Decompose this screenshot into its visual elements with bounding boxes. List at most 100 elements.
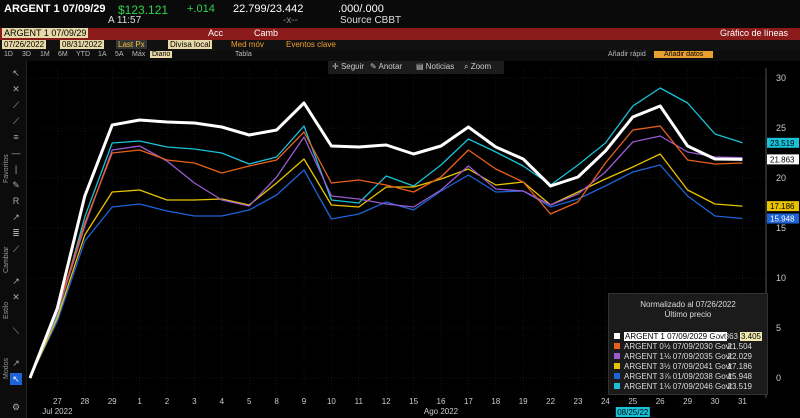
quick-add-input[interactable]: Añadir datos bbox=[654, 51, 714, 58]
moving-avg-button[interactable]: Med móv bbox=[231, 40, 264, 49]
key-events-button[interactable]: Eventos clave bbox=[286, 40, 336, 49]
legend-item[interactable]: ARGENT 3½ 07/09/2041 Govt 17.186 bbox=[614, 362, 764, 371]
horizontal-line-icon[interactable]: ― bbox=[11, 148, 21, 158]
x-tick-label: 12 bbox=[382, 397, 391, 406]
last-value-tag bbox=[767, 154, 799, 165]
last-value-text: 23.519 bbox=[770, 139, 795, 148]
start-date-field[interactable]: 07/26/2022 bbox=[2, 40, 47, 49]
x-tick-label: 24 bbox=[601, 397, 610, 406]
table-button[interactable]: Tabla bbox=[235, 51, 252, 58]
x-tick-label: 30 bbox=[711, 397, 720, 406]
channel-icon[interactable]: ≡ bbox=[13, 132, 19, 142]
legend-subtitle: Último precio bbox=[664, 310, 712, 319]
x-tick-label: 26 bbox=[656, 397, 665, 406]
legend-label: ARGENT 3⅞ 01/09/2038 Govt bbox=[624, 372, 732, 381]
legend-swatch bbox=[614, 383, 620, 389]
x-month-label: Jul 2022 bbox=[42, 407, 73, 416]
legend-title: Normalizado al 07/26/2022 bbox=[640, 300, 736, 309]
period-max[interactable]: Máx bbox=[132, 51, 146, 58]
vertical-line-icon[interactable]: | bbox=[14, 164, 18, 174]
pencil-icon[interactable]: ✎ bbox=[12, 180, 20, 190]
x-tick-label: 2 bbox=[165, 397, 170, 406]
legend-item[interactable]: ARGENT 0½ 07/09/2030 Govt 21.504 bbox=[614, 342, 764, 351]
series-lines bbox=[28, 87, 743, 379]
legend[interactable]: Normalizado al 07/26/2022 Último precio … bbox=[608, 293, 768, 395]
last-value-tag bbox=[767, 213, 799, 224]
grid bbox=[28, 68, 766, 398]
series-line-6 bbox=[29, 87, 743, 379]
news-button[interactable]: ▤ Noticias bbox=[416, 62, 455, 71]
eraser-icon[interactable]: ✕ bbox=[12, 292, 20, 302]
legend-swatch bbox=[614, 333, 620, 339]
legend-value: 21.504 bbox=[727, 342, 752, 351]
x-tick-label: 19 bbox=[519, 397, 528, 406]
magnet-icon[interactable]: ↗ bbox=[12, 276, 20, 286]
field-select[interactable]: Last Px bbox=[116, 40, 147, 49]
quote-time: A 11:57 bbox=[108, 15, 142, 26]
y-tick-label: 30 bbox=[776, 73, 786, 83]
settings-gear-icon[interactable]: ⚙ bbox=[11, 402, 21, 412]
actions-menu[interactable]: Acc bbox=[208, 28, 224, 38]
crosshair-icon[interactable]: ✕ bbox=[12, 84, 20, 94]
legend-extra: 3.405 bbox=[739, 332, 762, 341]
text-icon[interactable]: R bbox=[12, 196, 20, 206]
select-icon[interactable]: ↗ bbox=[12, 358, 20, 368]
period-5a[interactable]: 5A bbox=[115, 51, 124, 58]
period-6m[interactable]: 6M bbox=[58, 51, 68, 58]
drawing-sidebar: ↖ ✕ ⟋ ⟋ ≡ ― | ✎ R ↗ ≣ ⟋ ↗ ✕ ⟍ ↗ ↖ ⚙ Favo… bbox=[0, 61, 27, 418]
series-line-2 bbox=[29, 125, 743, 379]
change-menu[interactable]: Camb bbox=[254, 28, 279, 38]
legend-item[interactable]: ARGENT 1 07/09/2029 Govt 21.863 3.405 bbox=[614, 332, 764, 341]
x-tick-label: 22 bbox=[546, 397, 555, 406]
x-tick-label: 8 bbox=[274, 397, 279, 406]
legend-item[interactable]: ARGENT 1⅛ 07/09/2035 Govt 22.029 bbox=[614, 352, 764, 361]
day-range: 22.799/23.442 bbox=[233, 3, 304, 15]
legend-label: ARGENT 0½ 07/09/2030 Govt bbox=[624, 342, 732, 351]
annotate-button[interactable]: ✎ Anotar bbox=[370, 62, 403, 71]
line-style-icon[interactable]: ⟍ bbox=[12, 326, 20, 336]
period-1m[interactable]: 1M bbox=[40, 51, 50, 58]
legend-label: ARGENT 3½ 07/09/2041 Govt bbox=[624, 362, 732, 371]
trendline-icon[interactable]: ⟋ bbox=[12, 100, 20, 110]
last-value-text: 15.948 bbox=[770, 215, 795, 224]
x-tick-label: 16 bbox=[437, 397, 446, 406]
x-tick-label: 1 bbox=[137, 397, 142, 406]
security-field[interactable]: ARGENT 1 07/09/29 bbox=[2, 28, 89, 38]
quote-bar: ARGENT 1 07/09/29 $123.121 +.014 22.799/… bbox=[0, 0, 800, 28]
placeholder-text: -x-- bbox=[283, 15, 298, 26]
y-tick-label: 0 bbox=[776, 373, 781, 383]
ray-icon[interactable]: ⟋ bbox=[12, 116, 20, 126]
y-tick-label: 5 bbox=[776, 323, 781, 333]
fibonacci-icon[interactable]: ≣ bbox=[12, 228, 20, 238]
annotate-label: Anotar bbox=[378, 62, 403, 71]
period-1a[interactable]: 1A bbox=[98, 51, 107, 58]
legend-value: 15.948 bbox=[727, 372, 752, 381]
brush-icon[interactable]: ⟋ bbox=[12, 244, 20, 254]
end-date-field[interactable]: 08/31/2022 bbox=[60, 40, 105, 49]
x-tick-label: 15 bbox=[409, 397, 418, 406]
legend-item[interactable]: ARGENT 3⅞ 01/09/2038 Govt 15.948 bbox=[614, 372, 764, 381]
legend-swatch bbox=[614, 343, 620, 349]
currency-select[interactable]: Divisa local bbox=[168, 40, 213, 49]
x-tick-label: 18 bbox=[491, 397, 500, 406]
cursor-icon[interactable]: ↖ bbox=[12, 68, 20, 78]
follow-button[interactable]: ✛ Seguir bbox=[332, 62, 365, 71]
arrow-icon[interactable]: ↗ bbox=[12, 212, 20, 222]
legend-swatch bbox=[614, 353, 620, 359]
legend-item[interactable]: ARGENT 1⅛ 07/09/2046 Govt 23.519 bbox=[614, 382, 764, 391]
series-line-4 bbox=[29, 153, 743, 379]
period-bar: 1D 3D 1M 6M YTD 1A 5A Máx Diario Tabla A… bbox=[0, 51, 800, 61]
x-tick-label: 31 bbox=[738, 397, 747, 406]
period-1d[interactable]: 1D bbox=[4, 51, 13, 58]
last-value-text: 21.863 bbox=[770, 155, 795, 164]
ticker[interactable]: ARGENT 1 07/09/29 bbox=[4, 3, 106, 15]
period-ytd[interactable]: YTD bbox=[76, 51, 90, 58]
lock-icon[interactable]: ↖ bbox=[10, 373, 22, 385]
period-daily[interactable]: Diario bbox=[150, 51, 173, 58]
legend-label: ARGENT 1⅛ 07/09/2046 Govt bbox=[624, 382, 732, 391]
period-3d[interactable]: 3D bbox=[22, 51, 31, 58]
x-tick-label: 27 bbox=[53, 397, 62, 406]
y-tick-label: 25 bbox=[776, 123, 786, 133]
zoom-button[interactable]: ⌕ Zoom bbox=[464, 62, 492, 71]
